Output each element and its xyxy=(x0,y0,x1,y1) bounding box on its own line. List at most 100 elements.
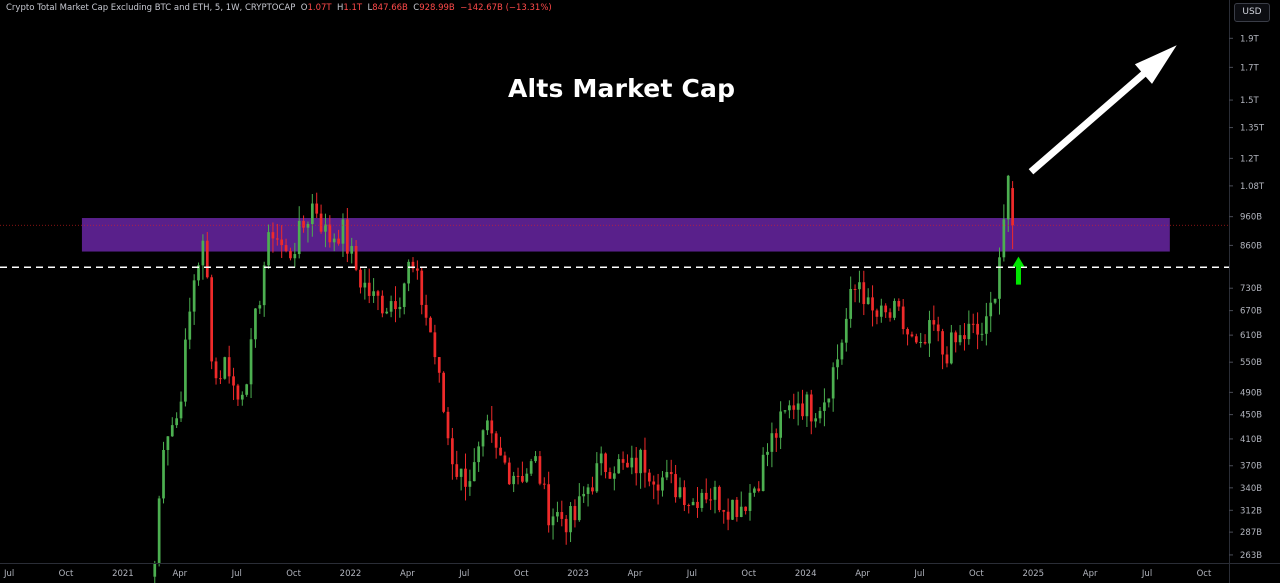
candle-body xyxy=(236,385,240,400)
candle-body xyxy=(372,291,375,296)
candle-body xyxy=(297,220,301,255)
candle-body xyxy=(302,220,305,228)
candle-body xyxy=(223,357,227,379)
candle-body xyxy=(328,224,332,243)
candle-body xyxy=(643,449,647,473)
candle-body xyxy=(718,486,721,511)
candle-body xyxy=(770,433,774,452)
y-tick-label: 490B xyxy=(1240,388,1262,398)
candle-body xyxy=(341,219,345,244)
candle-body xyxy=(551,516,555,526)
candle-body xyxy=(416,268,419,271)
candle-body xyxy=(700,492,704,508)
candle-body xyxy=(367,282,371,296)
candle-body xyxy=(757,488,761,491)
open-label: O xyxy=(300,3,308,13)
candle-body xyxy=(958,335,962,343)
candle-body xyxy=(744,506,747,511)
candle-body xyxy=(753,488,756,493)
candle-body xyxy=(801,403,804,417)
candle-body xyxy=(748,492,752,511)
candle-body xyxy=(722,510,726,512)
candle-body xyxy=(1006,175,1010,220)
candle-body xyxy=(499,447,502,456)
candle-body xyxy=(928,320,931,344)
x-tick-label: Oct xyxy=(59,569,74,579)
candle-body xyxy=(376,291,380,296)
candle-body xyxy=(879,305,883,317)
candle-body xyxy=(179,401,183,419)
candle-body xyxy=(914,336,918,343)
candle-body xyxy=(836,359,839,368)
candle-body xyxy=(840,342,844,360)
candle-body xyxy=(617,459,621,474)
candle-body xyxy=(271,232,275,239)
candle-body xyxy=(844,318,848,343)
candle-body xyxy=(792,405,796,410)
candle-body xyxy=(595,463,599,492)
candle-body xyxy=(472,462,476,482)
candle-body xyxy=(858,282,861,290)
candles-layer xyxy=(153,174,1014,583)
candle-body xyxy=(788,405,791,411)
y-tick-label: 730B xyxy=(1240,284,1262,294)
candle-body xyxy=(534,456,537,462)
symbol-description: Crypto Total Market Cap Excluding BTC an… xyxy=(6,3,296,13)
candle-body xyxy=(258,305,262,309)
candle-body xyxy=(429,317,432,333)
candle-body xyxy=(293,254,297,259)
y-tick-label: 1.2T xyxy=(1240,154,1260,164)
candle-body xyxy=(398,306,402,310)
x-tick-label: Apr xyxy=(1083,569,1098,579)
currency-button[interactable]: USD xyxy=(1234,3,1270,22)
candle-body xyxy=(827,398,831,403)
candle-body xyxy=(709,499,712,501)
candle-body xyxy=(516,475,520,477)
candle-body xyxy=(275,238,279,240)
candle-body xyxy=(564,518,568,533)
candle-body xyxy=(481,430,485,447)
candle-body xyxy=(761,454,765,491)
candle-body xyxy=(963,335,966,340)
candle-body xyxy=(157,498,161,564)
candle-body xyxy=(893,300,896,318)
y-tick-label: 550B xyxy=(1240,358,1262,368)
candle-body xyxy=(665,472,669,478)
candle-body xyxy=(350,245,354,254)
resistance-zone-layer xyxy=(81,218,1170,252)
low-value: 847.66B xyxy=(372,3,408,13)
candle-body xyxy=(577,496,581,521)
candle-body xyxy=(464,468,467,487)
close-label: C xyxy=(413,3,420,13)
x-tick-label: 2022 xyxy=(340,569,362,579)
candle-body xyxy=(862,282,866,305)
x-tick-label: Jul xyxy=(913,569,924,579)
candle-body xyxy=(866,297,870,305)
candle-body xyxy=(227,357,231,377)
candle-body xyxy=(652,481,656,485)
change-value: −142.67B (−13.31%) xyxy=(460,3,552,13)
candle-body xyxy=(626,462,629,468)
x-tick-label: Apr xyxy=(172,569,187,579)
candle-body xyxy=(971,323,975,325)
candle-body xyxy=(954,332,958,343)
candle-body xyxy=(521,475,524,482)
candle-body xyxy=(691,501,695,506)
candle-body xyxy=(468,481,472,487)
candle-body xyxy=(380,295,384,314)
x-tick-label: 2021 xyxy=(112,569,134,579)
candle-body xyxy=(306,224,310,228)
candle-body xyxy=(324,224,327,232)
candle-body xyxy=(656,484,660,491)
candle-body xyxy=(884,305,888,313)
candle-body xyxy=(919,342,923,344)
candle-body xyxy=(923,342,927,344)
candle-body xyxy=(687,505,691,507)
y-tick-label: 263B xyxy=(1240,551,1262,561)
candle-body xyxy=(254,308,257,340)
candle-body xyxy=(621,459,625,463)
candle-body xyxy=(332,238,336,243)
candle-body xyxy=(901,306,905,330)
